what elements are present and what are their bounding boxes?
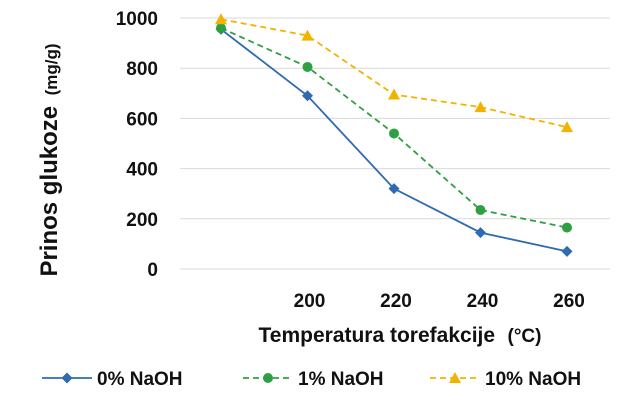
y-tick-label: 0 (147, 260, 158, 281)
data-point (301, 29, 314, 41)
y-tick-label: 1000 (116, 9, 158, 30)
x-tick-label: 220 (380, 291, 412, 312)
data-point (215, 13, 227, 25)
series-line (220, 18, 568, 129)
y-tick-label: 600 (126, 109, 158, 130)
x-tick-label: 240 (467, 291, 499, 312)
data-point (475, 205, 486, 216)
series-line (220, 28, 568, 253)
x-axis-label: Temperatura torefakcije (259, 324, 496, 347)
y-axis-label: Prinos glukoze (36, 106, 63, 277)
y-axis-unit: (mg/g) (42, 43, 61, 95)
data-point (302, 61, 313, 72)
data-point (216, 23, 226, 34)
x-axis-ticks: 200 220 240 260 (294, 291, 585, 312)
series-line (220, 27, 568, 229)
series-0-naoh (215, 23, 573, 257)
data-point (475, 227, 486, 239)
legend-label: 0% NaOH (97, 369, 183, 390)
x-axis-title: Temperatura torefakcije (°C) (259, 324, 542, 347)
legend-marker (263, 373, 273, 383)
y-axis-ticks: 0 200 400 600 800 1000 (116, 9, 158, 281)
legend: 0% NaOH 1% NaOH 10% NaOH (42, 369, 581, 390)
legend-item: 1% NaOH (243, 369, 384, 390)
y-axis-title: Prinos glukoze (mg/g) (36, 43, 63, 276)
series-10-naoh (215, 13, 573, 133)
x-tick-label: 200 (294, 291, 326, 312)
data-point (388, 183, 400, 195)
y-tick-label: 800 (126, 59, 158, 80)
x-axis-unit: (°C) (508, 326, 542, 347)
data-point (562, 222, 572, 233)
legend-marker (449, 372, 461, 383)
y-tick-label: 200 (126, 210, 158, 231)
data-series (215, 13, 573, 257)
data-point (561, 245, 573, 257)
gridlines (180, 17, 610, 270)
data-point (388, 88, 400, 100)
data-point (474, 101, 487, 113)
legend-item: 0% NaOH (42, 369, 183, 390)
legend-item: 10% NaOH (430, 369, 581, 390)
data-point (389, 128, 399, 139)
y-tick-label: 400 (126, 160, 158, 181)
data-point (302, 90, 313, 102)
x-tick-label: 260 (553, 291, 585, 312)
legend-label: 1% NaOH (298, 369, 384, 390)
legend-label: 10% NaOH (485, 369, 581, 390)
series-1-naoh (216, 23, 572, 233)
data-point (561, 121, 573, 133)
legend-marker (61, 372, 73, 384)
